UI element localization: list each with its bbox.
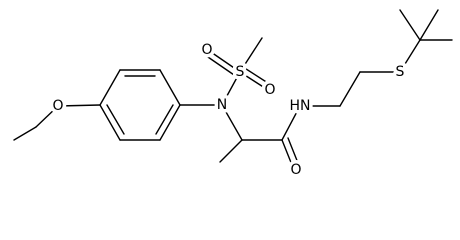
bond xyxy=(99,104,121,141)
bond xyxy=(281,105,301,141)
bond xyxy=(57,104,101,107)
atom-label: O xyxy=(264,82,275,98)
molecule-diagram: O N S O O HN O S xyxy=(13,9,453,182)
bond xyxy=(99,69,121,106)
bond xyxy=(219,139,243,163)
atom-label: O xyxy=(52,98,63,114)
bond xyxy=(287,137,301,169)
atom-label: HN xyxy=(290,98,311,114)
bond xyxy=(207,49,241,73)
atom-label: O xyxy=(201,42,212,58)
bond xyxy=(399,39,421,73)
bond xyxy=(239,37,263,73)
bond xyxy=(106,104,125,135)
bond xyxy=(159,69,181,106)
atom-labels: O N S O O HN O S xyxy=(49,39,408,182)
bond xyxy=(281,139,295,171)
bond xyxy=(242,66,272,86)
bond xyxy=(204,54,238,78)
bond xyxy=(155,104,174,135)
bond xyxy=(239,71,269,91)
bond xyxy=(221,104,243,141)
bond xyxy=(13,126,37,141)
atom-label: O xyxy=(290,162,301,178)
bond xyxy=(159,104,181,141)
bonds xyxy=(13,9,453,171)
bond xyxy=(419,9,439,41)
bond xyxy=(35,105,59,128)
bond xyxy=(399,9,421,41)
atom-label: N xyxy=(217,97,227,113)
atom-label: S xyxy=(396,64,405,80)
atom-label: S xyxy=(236,64,245,80)
bond xyxy=(339,71,361,107)
